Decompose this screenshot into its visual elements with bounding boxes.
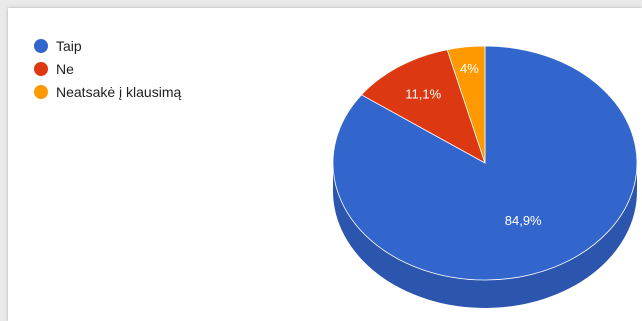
legend-swatch-neatsake [34, 84, 48, 99]
legend-swatch-taip [34, 38, 48, 53]
pie-slice-ne[interactable] [360, 49, 486, 164]
legend-label-taip: Taip [56, 37, 82, 54]
pie-chart: 84,9% 11,1% 4% [332, 45, 638, 308]
legend-item-ne[interactable]: Ne [34, 57, 181, 80]
data-label-neatsake: 4% [460, 61, 479, 76]
legend-item-taip[interactable]: Taip [34, 34, 181, 57]
legend-label-neatsake: Neatsakė į klausimą [56, 83, 182, 100]
chart-card: Taip Ne Neatsakė į klausimą 84,9% 11,1% 4% [8, 8, 642, 321]
legend-label-ne: Ne [56, 60, 74, 77]
pie-side-taip [333, 163, 637, 308]
data-label-taip: 84,9% [505, 213, 542, 228]
data-label-ne: 11,1% [405, 87, 441, 102]
legend-item-neatsake[interactable]: Neatsakė į klausimą [34, 80, 181, 103]
chart-legend: Taip Ne Neatsakė į klausimą [34, 34, 181, 103]
legend-swatch-ne [34, 61, 48, 76]
pie-slice-taip[interactable] [332, 45, 638, 281]
pie-slice-neatsake[interactable] [446, 45, 486, 164]
